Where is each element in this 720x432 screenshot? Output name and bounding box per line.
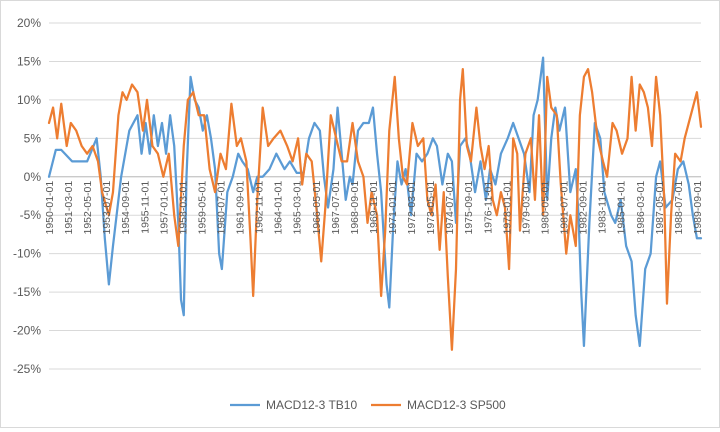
x-tick-label: 1971-01-01 — [387, 181, 399, 235]
x-tick-label: 1959-05-01 — [196, 181, 208, 235]
x-tick-label: 1972-03-01 — [406, 181, 418, 235]
x-tick-label: 1960-07-01 — [216, 181, 228, 235]
y-tick-label: 15% — [17, 54, 41, 68]
y-tick-label: 10% — [17, 93, 41, 107]
y-tick-label: 5% — [24, 131, 42, 145]
y-tick-label: 0% — [24, 170, 42, 184]
x-tick-label: 1951-03-01 — [63, 181, 75, 235]
legend-label: MACD12-3 TB10 — [266, 398, 357, 412]
x-tick-label: 1962-11-01 — [254, 181, 266, 234]
x-tick-label: 1967-07-01 — [330, 181, 342, 235]
x-tick-label: 1976-11-01 — [482, 181, 494, 234]
x-axis-tick-labels: 1950-01-01 1951-03-01 1952-05-01 1953-07-01… — [44, 181, 704, 235]
x-tick-label: 1989-09-01 — [692, 181, 704, 235]
x-tick-label: 1954-09-01 — [120, 181, 132, 235]
x-tick-label: 1969-11-01 — [368, 181, 380, 234]
x-tick-label: 1955-11-01 — [139, 181, 151, 234]
legend-label: MACD12-3 SP500 — [407, 398, 506, 412]
x-tick-label: 1957-01-01 — [158, 181, 170, 235]
x-tick-label: 1953-07-01 — [101, 181, 113, 235]
y-tick-label: -15% — [13, 285, 41, 299]
x-tick-label: 1966-05-01 — [311, 181, 323, 235]
y-tick-label: -25% — [13, 362, 41, 376]
x-tick-label: 1983-11-01 — [597, 181, 609, 234]
x-tick-label: 1973-05-01 — [425, 181, 437, 235]
x-tick-label: 1978-01-01 — [501, 181, 513, 235]
y-tick-label: -5% — [20, 208, 42, 222]
x-tick-label: 1988-07-01 — [673, 181, 685, 235]
legend: MACD12-3 TB10 MACD12-3 SP500 — [230, 398, 506, 412]
x-tick-label: 1950-01-01 — [44, 181, 56, 235]
x-tick-label: 1982-09-01 — [578, 181, 590, 235]
x-tick-label: 1986-03-01 — [635, 181, 647, 235]
y-tick-label: -10% — [13, 247, 41, 261]
x-tick-label: 1961-09-01 — [235, 181, 247, 235]
series-line-sp500 — [47, 68, 703, 351]
x-tick-label: 1958-03-01 — [177, 181, 189, 235]
x-tick-label: 1981-07-01 — [559, 181, 571, 235]
y-tick-label: 20% — [17, 16, 41, 30]
x-tick-label: 1965-03-01 — [292, 181, 304, 235]
y-tick-label: -20% — [13, 324, 41, 338]
x-tick-label: 1952-05-01 — [82, 181, 94, 235]
x-tick-label: 1979-03-01 — [520, 181, 532, 235]
x-tick-label: 1987-05-01 — [654, 181, 666, 235]
x-tick-label: 1968-09-01 — [349, 181, 361, 235]
x-tick-label: 1964-01-01 — [273, 181, 285, 235]
x-tick-label: 1975-09-01 — [463, 181, 475, 235]
x-tick-label: 1980-05-01 — [539, 181, 551, 235]
x-tick-label: 1974-07-01 — [444, 181, 456, 235]
x-tick-label: 1985-01-01 — [616, 181, 628, 235]
y-axis-tick-labels: -25% -20% -15% -10% -5% 0% 5% 10% 15% 20% — [13, 16, 41, 376]
series-lines — [47, 56, 703, 351]
